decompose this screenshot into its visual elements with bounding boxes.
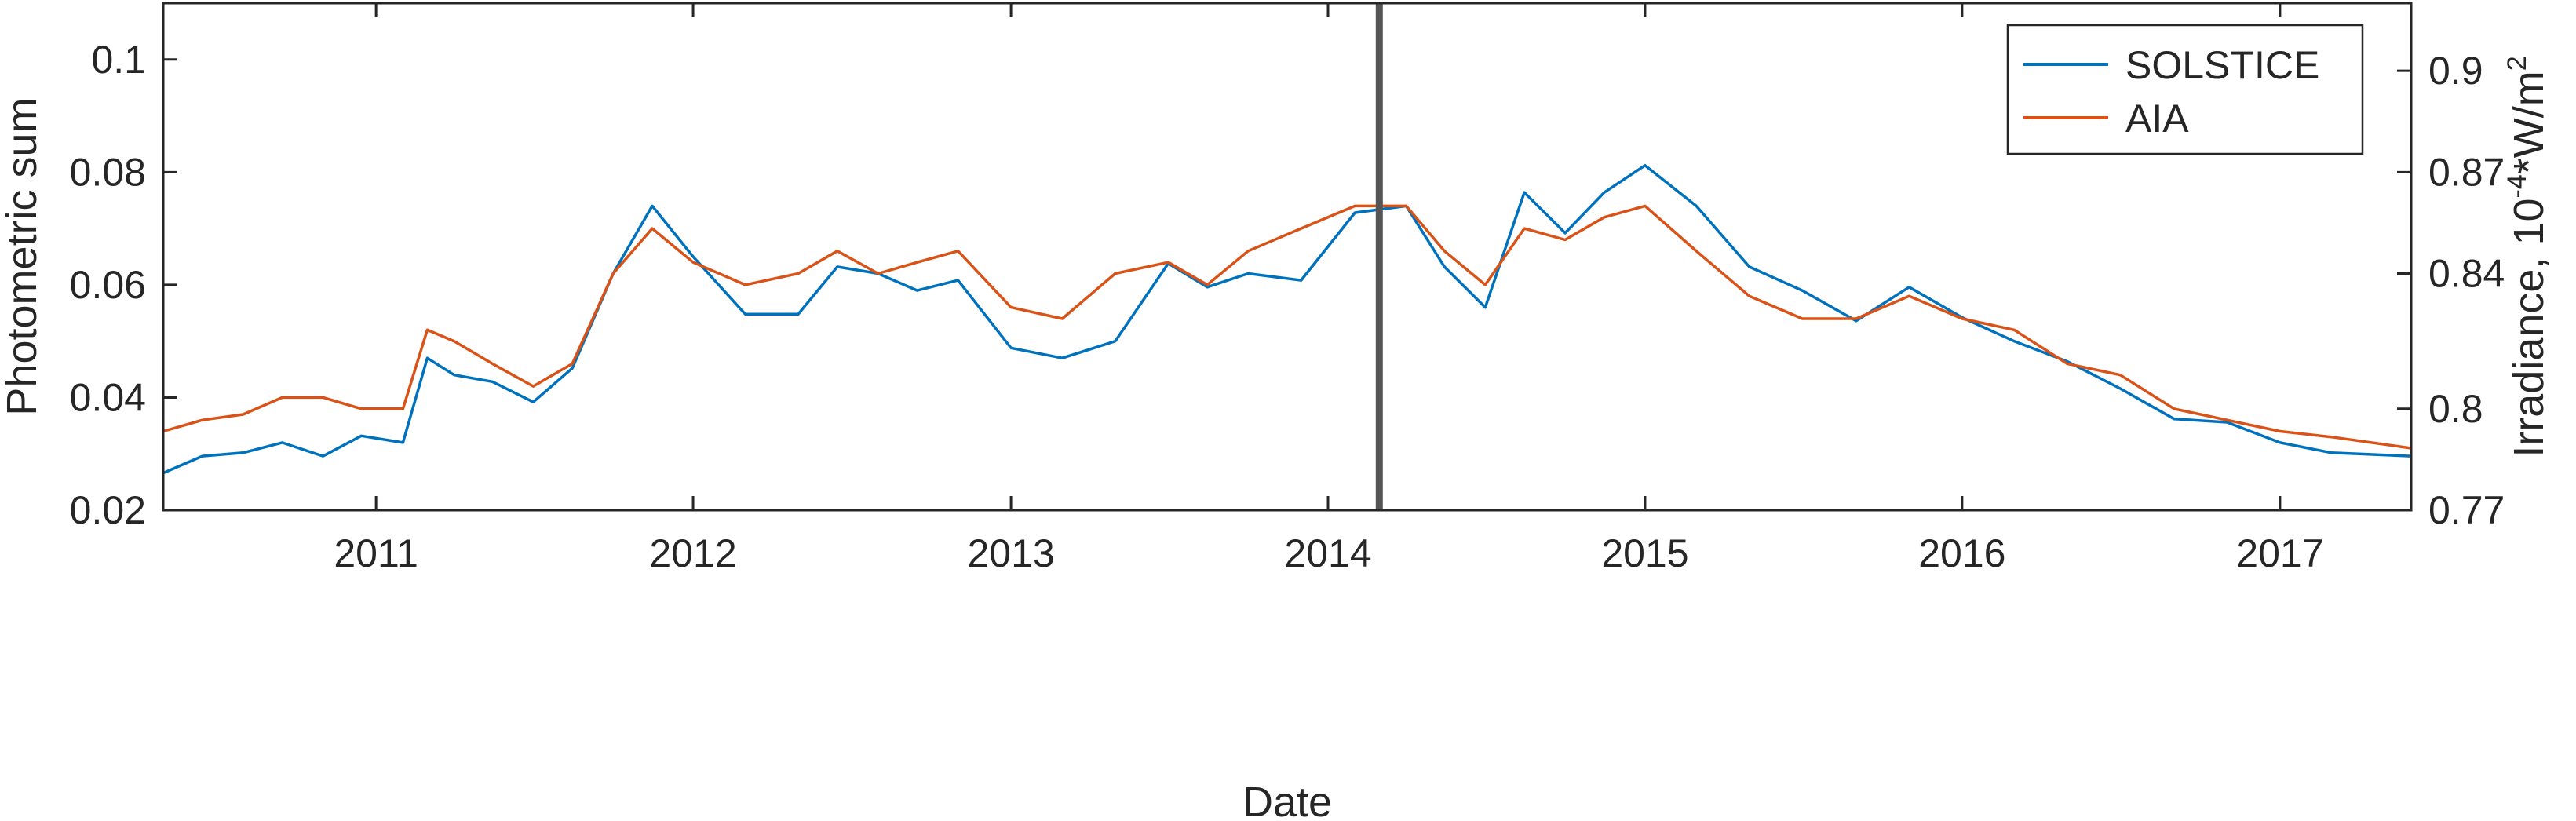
plot-frame xyxy=(162,2,2413,512)
x-tick-label: 2014 xyxy=(1284,531,1371,575)
x-tick-label: 2016 xyxy=(1918,531,2005,575)
y-axis-left: 0.02 0.04 0.06 0.08 0.1 xyxy=(70,38,177,532)
x-tick-label: 2012 xyxy=(649,531,736,575)
y-axis-right: 0.77 0.8 0.84 0.87 0.9 xyxy=(2397,49,2505,532)
x-axis: 2011 2012 2013 2014 2015 2016 2017 xyxy=(334,3,2324,575)
y-left-tick-label: 0.1 xyxy=(91,38,146,82)
y-axis-left-label: Photometric sum xyxy=(0,97,46,415)
y-right-tick-label: 0.9 xyxy=(2428,49,2483,93)
y-right-tick-label: 0.77 xyxy=(2428,488,2505,532)
y-axis-right-label-exponent: -4 xyxy=(2502,174,2532,198)
series-line-aia xyxy=(162,204,2412,450)
x-axis-label: Date xyxy=(1242,779,1332,821)
x-tick-label: 2015 xyxy=(1601,531,1688,575)
y-left-tick-label: 0.08 xyxy=(70,150,146,194)
x-tick-label: 2013 xyxy=(967,531,1054,575)
plot-area xyxy=(162,2,2413,512)
y-left-tick-label: 0.04 xyxy=(70,375,146,419)
y-right-tick-label: 0.87 xyxy=(2428,150,2505,194)
y-right-tick-label: 0.84 xyxy=(2428,252,2505,296)
y-axis-right-label-unit-exponent: 2 xyxy=(2502,56,2532,71)
y-left-tick-label: 0.02 xyxy=(70,488,146,532)
x-tick-label: 2017 xyxy=(2236,531,2323,575)
legend: SOLSTICE AIA xyxy=(2006,24,2364,155)
y-axis-right-label-unit: *W/m xyxy=(2505,71,2552,174)
x-tick-label: 2011 xyxy=(334,531,418,575)
series-line-solstice xyxy=(162,163,2412,475)
y-left-tick-label: 0.06 xyxy=(70,263,146,307)
legend-box xyxy=(2006,24,2364,155)
y-axis-right-label: Irradiance, 10-4*W/m2 xyxy=(2502,56,2552,457)
y-right-tick-label: 0.8 xyxy=(2428,387,2483,431)
legend-label-solstice: SOLSTICE xyxy=(2125,43,2319,87)
series-layer xyxy=(162,163,2412,475)
y-axis-right-label-base: Irradiance, 10 xyxy=(2505,198,2552,457)
legend-label-aia: AIA xyxy=(2125,97,2189,140)
